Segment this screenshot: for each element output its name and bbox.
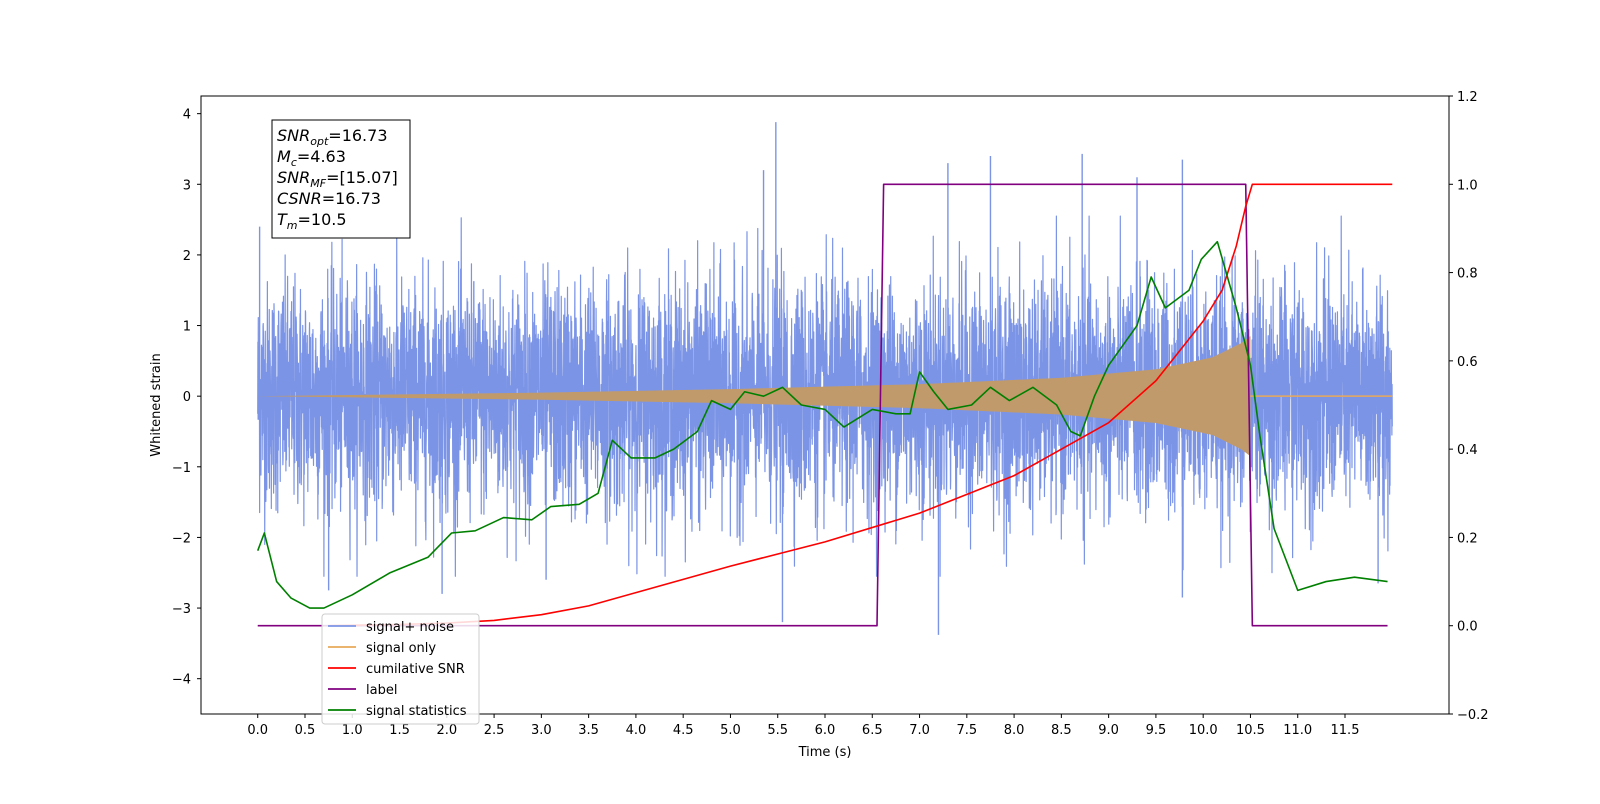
annotation-line: SNRMF=[15.07] — [277, 168, 398, 190]
x-tick-label: 1.5 — [389, 723, 410, 738]
y-axis-label: Whitened strain — [149, 353, 164, 456]
x-tick-label: 10.0 — [1189, 723, 1218, 738]
x-tick-label: 3.5 — [578, 723, 599, 738]
label-line — [257, 183, 1388, 627]
legend-label-signal-statistics: signal statistics — [366, 704, 467, 719]
x-tick-label: 8.0 — [1004, 723, 1025, 738]
y-tick-label: −1 — [172, 461, 191, 476]
x-tick-label: 3.0 — [531, 723, 552, 738]
x-tick-label: 0.5 — [295, 723, 316, 738]
x-tick-label: 11.0 — [1283, 723, 1312, 738]
signal-only-envelope — [257, 336, 1251, 457]
x-tick-label: 1.0 — [342, 723, 363, 738]
legend-label-signal-only: signal only — [366, 641, 436, 656]
x-tick-label: 9.5 — [1146, 723, 1167, 738]
y-tick-label: −4 — [172, 673, 191, 688]
y2-tick-label: 1.0 — [1457, 178, 1478, 193]
y-axis-right: −0.2 0.0 0.2 0.4 0.6 0.8 1.0 1.2 — [1449, 90, 1489, 723]
x-tick-label: 5.5 — [767, 723, 788, 738]
y2-tick-label: 1.2 — [1457, 90, 1478, 105]
x-tick-label: 9.0 — [1098, 723, 1119, 738]
x-tick-label: 4.5 — [673, 723, 694, 738]
y2-tick-label: 0.6 — [1457, 355, 1478, 370]
x-tick-label: 7.5 — [956, 723, 977, 738]
y2-tick-label: −0.2 — [1457, 708, 1489, 723]
y2-tick-label: 0.4 — [1457, 443, 1478, 458]
legend-label-signal-noise: signal+ noise — [366, 620, 454, 635]
x-tick-label: 6.5 — [862, 723, 883, 738]
y-tick-label: −3 — [172, 602, 191, 617]
x-tick-label: 7.0 — [909, 723, 930, 738]
y2-tick-label: 0.0 — [1457, 620, 1478, 635]
x-tick-label: 0.0 — [247, 723, 268, 738]
metrics-annotation-box: SNRopt=16.73Mc=4.63SNRMF=[15.07]CSNR=16.… — [271, 119, 411, 239]
legend-frame — [321, 613, 480, 725]
x-tick-label: 8.5 — [1051, 723, 1072, 738]
x-tick-label: 5.0 — [720, 723, 741, 738]
x-tick-label: 4.0 — [626, 723, 647, 738]
annotation-line: Mc=4.63 — [277, 147, 346, 169]
x-tick-label: 2.0 — [436, 723, 457, 738]
annotation-line: Tm=10.5 — [277, 210, 347, 232]
y-tick-label: −2 — [172, 531, 191, 546]
y-tick-label: 0 — [183, 390, 191, 405]
x-tick-label: 10.5 — [1236, 723, 1265, 738]
x-axis: 0.0 0.5 1.0 1.5 2.0 2.5 3.0 3.5 4.0 4.5 5.0 5.5 6.0 6… — [247, 714, 1359, 738]
x-tick-label: 6.0 — [815, 723, 836, 738]
annotation-frame — [271, 119, 411, 239]
x-tick-label: 11.5 — [1331, 723, 1360, 738]
signal-only-series — [257, 336, 1393, 457]
legend-label-cumulative-snr: cumilative SNR — [366, 662, 465, 677]
y-axis-left: −4 −3 −2 −1 0 1 2 3 4 — [172, 108, 201, 688]
legend-label-label: label — [366, 683, 397, 698]
annotation-line: SNRopt=16.73 — [277, 126, 388, 148]
annotation-line: CSNR=16.73 — [277, 189, 381, 208]
y-tick-label: 2 — [183, 249, 191, 264]
y-tick-label: 4 — [183, 108, 191, 123]
y-tick-label: 1 — [183, 320, 191, 335]
legend: signal+ noise signal only cumilative SNR la… — [321, 613, 480, 725]
cumulative-snr-line — [328, 183, 1393, 627]
x-tick-label: 2.5 — [484, 723, 505, 738]
signal-statistics-line — [256, 240, 1388, 609]
y2-tick-label: 0.8 — [1457, 267, 1478, 282]
y-tick-label: 3 — [183, 178, 191, 193]
x-axis-label: Time (s) — [798, 745, 852, 760]
y2-tick-label: 0.2 — [1457, 531, 1478, 546]
overlay-lines — [256, 183, 1393, 627]
